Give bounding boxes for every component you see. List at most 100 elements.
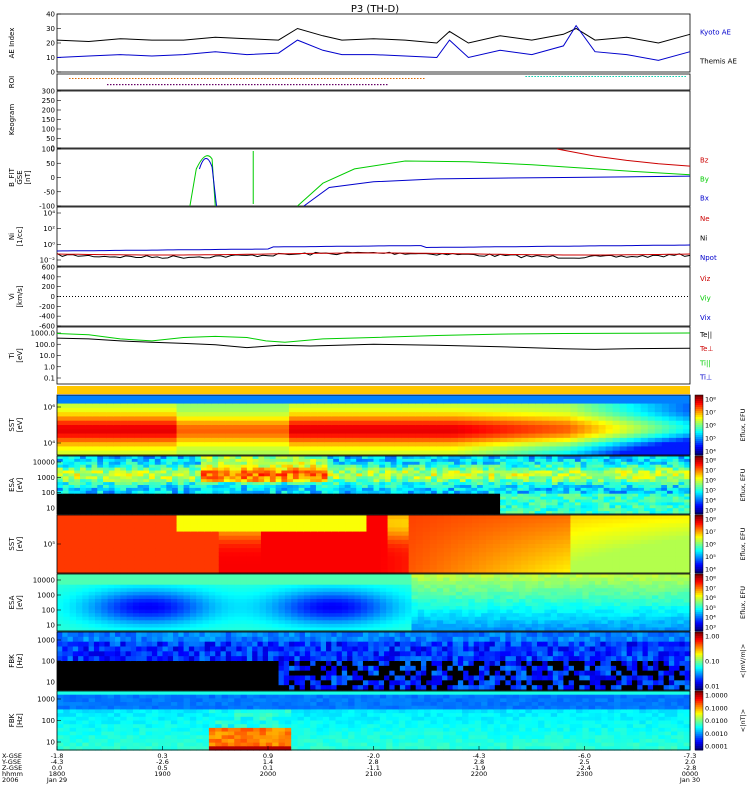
esa1-cell <box>126 476 133 480</box>
sst2-cell <box>380 539 389 545</box>
sst1-cell <box>584 395 593 400</box>
esa1-cell <box>206 505 213 509</box>
sst2-cell <box>507 535 515 541</box>
sst1-cell <box>113 433 121 439</box>
sst2-cell <box>190 560 199 566</box>
roi-marker <box>173 84 175 86</box>
esa1-cell <box>373 476 380 480</box>
sst2-cell <box>225 535 234 541</box>
sst1-cell <box>127 450 135 456</box>
sst1-cell <box>577 437 586 443</box>
sst1-cell <box>141 403 150 409</box>
roi-marker <box>255 78 257 79</box>
esa1-cell <box>74 499 81 503</box>
sst2-cell <box>64 539 72 545</box>
sst2-cell <box>239 519 248 524</box>
sst1-cell <box>619 416 628 422</box>
sst1-cell <box>479 425 487 430</box>
esa1-cell <box>350 485 357 489</box>
esa1-cell <box>482 496 490 501</box>
esa1-cell <box>413 464 421 469</box>
sst2-cell <box>246 552 255 558</box>
esa1-cell <box>264 470 271 474</box>
esa1-cell <box>310 456 317 460</box>
roi-marker <box>210 78 212 79</box>
esa1-cell <box>603 508 611 512</box>
esa1-cell <box>292 511 300 515</box>
esa1-cell <box>143 505 150 509</box>
esa1-cell <box>523 508 530 512</box>
esa1-cell <box>315 490 323 495</box>
sst2-cell <box>99 548 107 553</box>
sst2-cell <box>85 548 93 553</box>
esa1-cell <box>258 496 265 501</box>
esa1-cell <box>436 508 444 512</box>
sst1-cell <box>675 437 684 443</box>
esa1-cell <box>684 470 691 474</box>
esa1-cell <box>620 456 628 460</box>
sst2-cell <box>429 552 438 558</box>
sst1-cell <box>64 450 72 456</box>
esa1-cell <box>143 461 150 466</box>
sst2-cell <box>408 552 417 558</box>
sst2-cell <box>176 519 185 524</box>
esa1-cell <box>281 487 288 492</box>
sst1-cell <box>535 399 543 405</box>
esa1-cell <box>471 476 478 480</box>
esa1-cell <box>500 487 507 492</box>
esa1-cell <box>500 496 507 501</box>
esa1-cell <box>465 461 472 466</box>
sst1-cell <box>57 395 65 400</box>
sst1-cell <box>640 429 649 435</box>
esa1-cell <box>292 490 300 495</box>
sst1-cell <box>556 395 564 400</box>
roi-marker <box>275 84 277 86</box>
esa1-cell <box>361 470 369 474</box>
sst2-cell <box>500 556 508 562</box>
sst1-cell <box>528 403 536 409</box>
sst1-cell <box>422 437 431 443</box>
esa1-cell <box>385 485 392 489</box>
esa1-cell <box>195 458 202 463</box>
esa1-cell <box>154 467 162 472</box>
sst1-cell <box>549 429 557 435</box>
sst1-cell <box>338 412 346 418</box>
esa1-cell <box>103 482 110 486</box>
esa1-cell <box>597 482 605 486</box>
sst1-cell <box>647 437 656 443</box>
sst1-cell <box>134 442 142 448</box>
esa1-cell <box>91 456 98 460</box>
sst1-cell <box>443 425 452 430</box>
sst2-cell <box>577 535 586 541</box>
esa1-cell <box>160 493 167 498</box>
esa1-cell <box>390 467 398 472</box>
esa1-cell <box>454 482 461 486</box>
esa1-cell <box>269 490 277 495</box>
esa1-cell <box>643 511 651 515</box>
sst2-cell <box>443 527 452 533</box>
sst2-cell <box>535 568 543 574</box>
sst2-cell <box>436 535 445 541</box>
sst1-cell <box>429 442 438 448</box>
sst2-cell <box>479 519 487 524</box>
roi-marker <box>630 76 632 77</box>
esa1-cell <box>603 461 611 466</box>
esa1-cell <box>74 458 81 463</box>
esa1-cell <box>603 499 611 503</box>
esa1-cell <box>488 493 495 498</box>
sst1-cell <box>310 429 318 435</box>
sst1-cell <box>268 446 276 452</box>
esa1-cell <box>252 487 259 492</box>
esa1-cell <box>85 479 93 483</box>
esa1-cell <box>511 476 518 480</box>
esa1-cell <box>448 458 455 463</box>
esa1-cell <box>419 485 426 489</box>
sst2-cell <box>507 531 515 537</box>
esa1-cell <box>385 490 392 495</box>
sst2-cell <box>134 544 142 549</box>
sst1-cell <box>661 425 670 430</box>
esa1-cell <box>632 467 639 472</box>
esa1-colorbar-cell <box>695 465 703 469</box>
sst2-cell <box>521 523 529 529</box>
